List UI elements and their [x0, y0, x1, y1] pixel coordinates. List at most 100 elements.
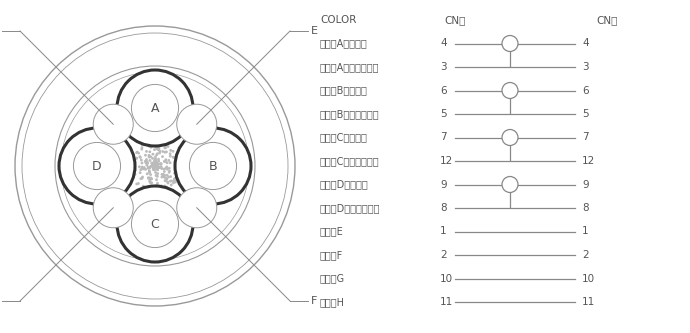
- Circle shape: [150, 177, 152, 179]
- Text: 6: 6: [582, 86, 589, 96]
- Circle shape: [145, 150, 148, 153]
- Circle shape: [149, 155, 152, 158]
- Circle shape: [135, 182, 138, 185]
- Circle shape: [169, 175, 172, 178]
- Text: 3: 3: [440, 62, 446, 72]
- Circle shape: [151, 190, 154, 192]
- Circle shape: [148, 159, 151, 162]
- Circle shape: [144, 168, 147, 171]
- Circle shape: [156, 148, 159, 151]
- Circle shape: [149, 186, 152, 189]
- Circle shape: [131, 85, 179, 132]
- Text: 5: 5: [440, 109, 446, 119]
- Circle shape: [173, 177, 176, 180]
- Circle shape: [177, 161, 179, 163]
- Circle shape: [130, 175, 132, 177]
- Circle shape: [164, 144, 167, 147]
- Circle shape: [142, 185, 145, 187]
- Circle shape: [59, 128, 135, 204]
- Circle shape: [157, 165, 159, 168]
- Circle shape: [167, 175, 170, 178]
- Circle shape: [73, 143, 121, 189]
- Circle shape: [166, 180, 169, 183]
- Circle shape: [156, 175, 159, 178]
- Circle shape: [159, 166, 161, 169]
- Circle shape: [152, 163, 155, 166]
- Circle shape: [164, 147, 166, 149]
- Text: 2: 2: [582, 250, 589, 260]
- Text: 同軸線B（シールド）: 同軸線B（シールド）: [320, 109, 380, 119]
- Text: E: E: [311, 26, 318, 36]
- Circle shape: [172, 156, 175, 159]
- Text: 絶縁線H: 絶縁線H: [320, 297, 345, 307]
- Circle shape: [502, 83, 518, 99]
- Circle shape: [139, 155, 141, 158]
- Circle shape: [163, 160, 166, 163]
- Circle shape: [156, 165, 159, 168]
- Circle shape: [152, 161, 155, 164]
- Circle shape: [147, 167, 150, 169]
- Text: D: D: [92, 160, 102, 172]
- Circle shape: [150, 162, 153, 165]
- Circle shape: [165, 186, 168, 188]
- Circle shape: [152, 153, 155, 156]
- Circle shape: [153, 148, 156, 151]
- Circle shape: [145, 158, 148, 161]
- Circle shape: [150, 145, 153, 148]
- Circle shape: [155, 164, 157, 166]
- Text: 2: 2: [440, 250, 446, 260]
- Circle shape: [172, 150, 175, 153]
- Circle shape: [163, 174, 166, 176]
- Circle shape: [177, 188, 217, 228]
- Circle shape: [154, 165, 157, 167]
- Circle shape: [155, 178, 158, 181]
- Circle shape: [147, 176, 150, 179]
- Circle shape: [156, 164, 159, 166]
- Circle shape: [139, 168, 142, 171]
- Circle shape: [141, 162, 144, 165]
- Circle shape: [135, 151, 138, 154]
- Circle shape: [152, 165, 155, 167]
- Circle shape: [163, 167, 166, 170]
- Circle shape: [153, 158, 156, 161]
- Circle shape: [155, 184, 158, 187]
- Circle shape: [175, 162, 177, 165]
- Text: 同軸線C（芯線）: 同軸線C（芯線）: [320, 133, 368, 143]
- Circle shape: [169, 153, 172, 155]
- Circle shape: [143, 166, 146, 169]
- Circle shape: [148, 180, 151, 183]
- Text: 4: 4: [440, 39, 446, 49]
- Text: F: F: [311, 296, 317, 306]
- Circle shape: [168, 159, 170, 162]
- Text: 10: 10: [582, 273, 595, 283]
- Circle shape: [161, 155, 164, 158]
- Circle shape: [156, 182, 159, 184]
- Circle shape: [155, 162, 157, 165]
- Circle shape: [141, 144, 144, 146]
- Circle shape: [166, 168, 169, 171]
- Circle shape: [146, 160, 148, 163]
- Circle shape: [151, 164, 154, 167]
- Circle shape: [175, 128, 251, 204]
- Circle shape: [156, 167, 159, 170]
- Circle shape: [502, 176, 518, 192]
- Circle shape: [155, 161, 158, 164]
- Text: 8: 8: [582, 203, 589, 213]
- Circle shape: [140, 148, 143, 151]
- Text: 11: 11: [582, 297, 595, 307]
- Circle shape: [161, 175, 164, 178]
- Circle shape: [157, 148, 160, 151]
- Circle shape: [146, 162, 149, 165]
- Circle shape: [156, 172, 159, 175]
- Text: 5: 5: [582, 109, 589, 119]
- Circle shape: [155, 146, 157, 149]
- Circle shape: [152, 166, 155, 169]
- Circle shape: [136, 151, 139, 154]
- Circle shape: [147, 166, 150, 168]
- Circle shape: [146, 188, 149, 191]
- Circle shape: [156, 147, 159, 150]
- Circle shape: [165, 167, 168, 169]
- Circle shape: [153, 164, 156, 166]
- Circle shape: [143, 167, 146, 170]
- Circle shape: [150, 181, 153, 184]
